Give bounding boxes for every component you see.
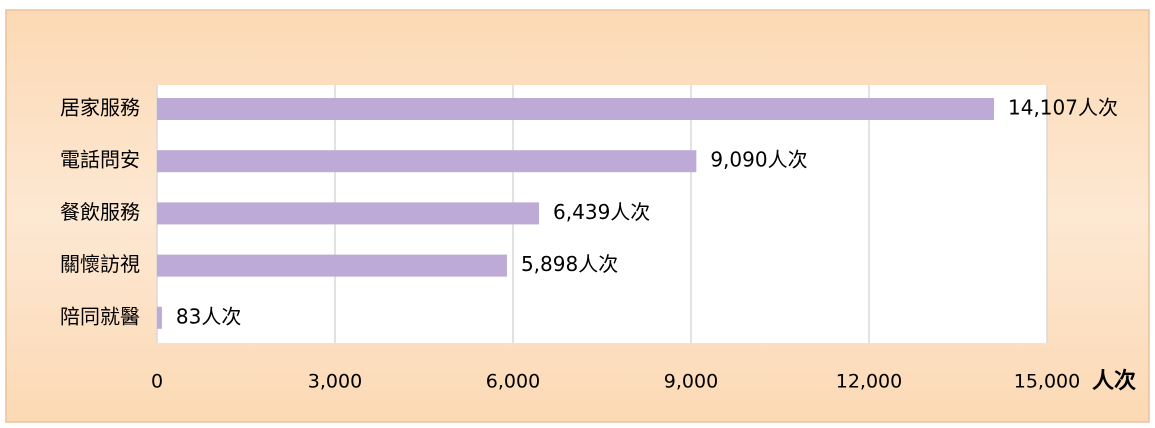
x-tick-label: 9,000	[664, 371, 718, 393]
value-label: 6,439人次	[553, 200, 650, 224]
x-tick-label: 12,000	[836, 371, 902, 393]
x-tick-label: 6,000	[486, 371, 540, 393]
bar	[157, 306, 162, 329]
y-tick-label: 居家服務	[60, 96, 140, 120]
value-label: 83人次	[176, 304, 241, 328]
y-tick-label: 關懷訪視	[60, 252, 140, 276]
value-label: 9,090人次	[710, 148, 807, 172]
y-tick-label: 餐飲服務	[60, 200, 140, 224]
x-tick-label: 15,000	[1014, 371, 1080, 393]
value-label: 5,898人次	[521, 252, 618, 276]
y-tick-label: 陪同就醫	[60, 304, 140, 328]
bar	[157, 202, 540, 225]
x-axis-label: 人次	[1092, 368, 1136, 394]
y-tick-label: 電話問安	[60, 148, 140, 172]
x-tick-label: 3,000	[308, 371, 362, 393]
bar	[157, 98, 995, 120]
bar	[157, 150, 697, 173]
bar	[157, 254, 507, 277]
x-tick-label: 0	[151, 371, 163, 393]
value-label: 14,107人次	[1008, 96, 1118, 120]
